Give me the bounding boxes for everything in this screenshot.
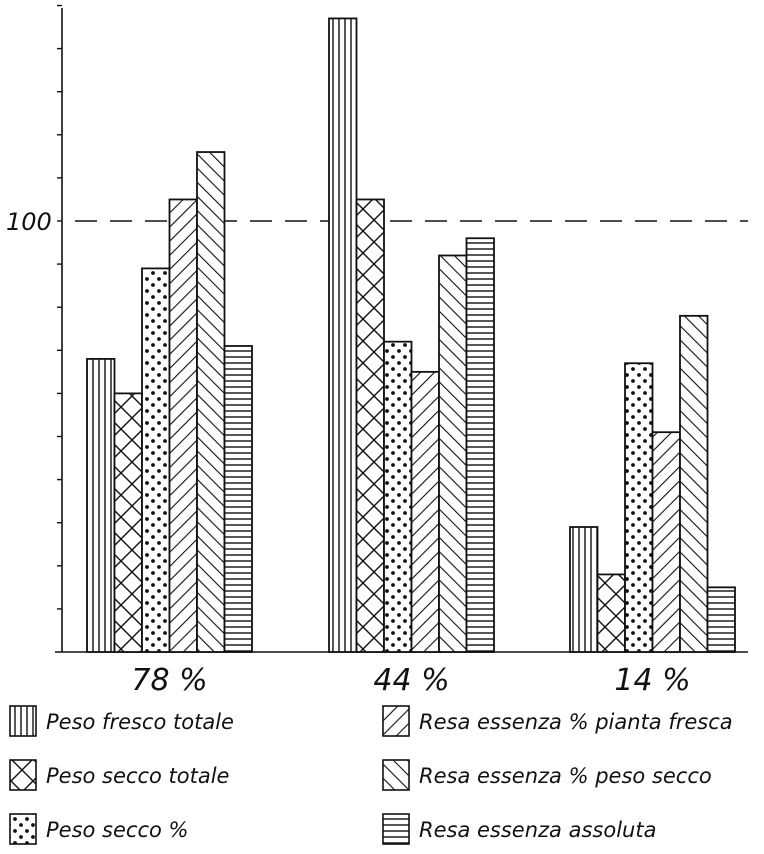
legend-item: Peso secco % <box>9 813 188 845</box>
y-tick-label: 100 <box>6 208 52 236</box>
bar <box>679 314 709 653</box>
legend-item: Resa essenza % peso secco <box>382 759 712 791</box>
legend: Peso fresco totale Peso secco totale Peso … <box>9 705 733 845</box>
bar <box>328 17 358 653</box>
bar <box>596 573 626 653</box>
legend-swatch <box>382 705 410 737</box>
bar <box>438 254 468 653</box>
bar <box>383 340 413 653</box>
bar <box>86 358 116 653</box>
bar <box>651 431 681 653</box>
bars <box>86 17 736 653</box>
legend-swatch <box>9 759 37 791</box>
legend-label: Peso fresco totale <box>46 710 234 734</box>
bar <box>706 586 736 653</box>
bar <box>113 392 143 653</box>
legend-item: Peso fresco totale <box>9 705 234 737</box>
legend-swatch <box>9 705 37 737</box>
legend-item: Resa essenza assoluta <box>382 813 656 845</box>
bar <box>624 362 654 653</box>
category-labels: 78 % 44 % 14 % <box>131 663 690 698</box>
bar <box>196 151 226 653</box>
legend-label: Peso secco totale <box>46 764 229 788</box>
bar <box>465 237 495 653</box>
bar <box>223 345 253 653</box>
legend-swatch <box>382 759 410 791</box>
legend-item: Resa essenza % pianta fresca <box>382 705 733 737</box>
legend-swatch <box>9 813 37 845</box>
legend-label: Resa essenza % pianta fresca <box>419 710 733 734</box>
legend-label: Resa essenza assoluta <box>419 818 656 842</box>
legend-label: Resa essenza % peso secco <box>419 764 712 788</box>
x-tick-label: 78 % <box>131 663 207 698</box>
legend-label: Peso secco % <box>46 818 188 842</box>
bar <box>168 198 198 653</box>
x-tick-label: 44 % <box>373 663 449 698</box>
x-tick-label: 14 % <box>614 663 690 698</box>
bar <box>410 370 440 653</box>
bar <box>355 198 385 653</box>
legend-item: Peso secco totale <box>9 759 229 791</box>
bar <box>569 526 599 653</box>
legend-swatch <box>382 813 410 845</box>
bar <box>141 267 171 653</box>
